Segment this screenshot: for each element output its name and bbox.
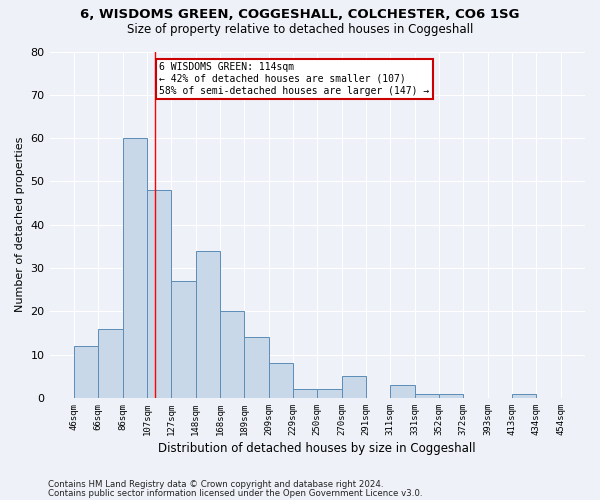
Bar xyxy=(269,364,293,398)
Text: Contains HM Land Registry data © Crown copyright and database right 2024.: Contains HM Land Registry data © Crown c… xyxy=(48,480,383,489)
Bar xyxy=(220,312,244,398)
Bar xyxy=(244,338,269,398)
Bar xyxy=(512,394,536,398)
Bar xyxy=(196,250,220,398)
Text: Contains public sector information licensed under the Open Government Licence v3: Contains public sector information licen… xyxy=(48,490,422,498)
Bar xyxy=(415,394,439,398)
Bar xyxy=(439,394,463,398)
Y-axis label: Number of detached properties: Number of detached properties xyxy=(15,137,25,312)
Bar xyxy=(171,281,196,398)
Bar xyxy=(98,328,122,398)
X-axis label: Distribution of detached houses by size in Coggeshall: Distribution of detached houses by size … xyxy=(158,442,476,455)
Bar xyxy=(341,376,366,398)
Text: Size of property relative to detached houses in Coggeshall: Size of property relative to detached ho… xyxy=(127,22,473,36)
Bar xyxy=(293,390,317,398)
Bar xyxy=(74,346,98,398)
Text: 6, WISDOMS GREEN, COGGESHALL, COLCHESTER, CO6 1SG: 6, WISDOMS GREEN, COGGESHALL, COLCHESTER… xyxy=(80,8,520,20)
Bar xyxy=(317,390,341,398)
Bar xyxy=(390,385,415,398)
Bar xyxy=(147,190,171,398)
Bar xyxy=(122,138,147,398)
Text: 6 WISDOMS GREEN: 114sqm
← 42% of detached houses are smaller (107)
58% of semi-d: 6 WISDOMS GREEN: 114sqm ← 42% of detache… xyxy=(159,62,430,96)
